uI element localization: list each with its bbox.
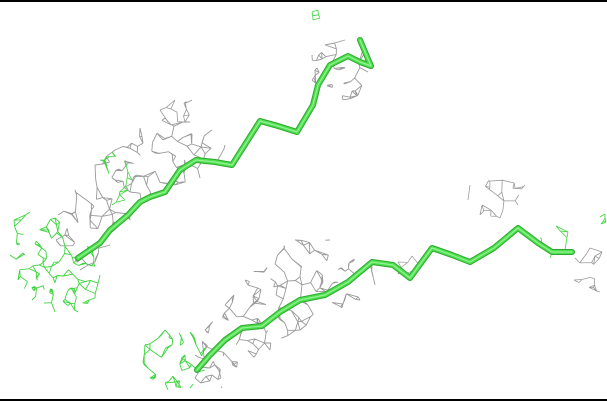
lower-green-blob-lines (142, 329, 206, 391)
upper-right-tip-mesh-lines (311, 39, 369, 101)
upper-chain-model-highlight (77, 39, 372, 259)
lower-chain-model-highlight (196, 227, 573, 371)
far-right-speck (599, 213, 607, 225)
left-green-blob (9, 211, 101, 313)
lower-chain-model (194, 225, 575, 373)
upper-left-top-mesh (159, 99, 193, 123)
upper-chain-model-bond (76, 38, 373, 260)
upper-left-tube-mesh-lines (55, 117, 226, 271)
upper-green-patch (99, 151, 133, 206)
far-right-speck-lines (599, 213, 607, 225)
top-frame-line (0, 0, 607, 2)
top-speck-lines (311, 9, 321, 21)
far-right-mesh-lines (573, 247, 603, 293)
lower-green-blob (142, 329, 206, 391)
upper-right-tip-mesh (311, 39, 369, 101)
top-speck (311, 9, 321, 21)
upper-chain-model (75, 37, 374, 261)
upper-left-tube-mesh (55, 117, 226, 271)
upper-left-top-mesh-lines (159, 99, 193, 123)
far-right-mesh (573, 247, 603, 293)
right-floating-mesh (467, 179, 526, 219)
difference-density-mesh (9, 9, 607, 391)
upper-green-patch-lines (99, 151, 133, 206)
bottom-frame-line (0, 399, 607, 401)
lower-tube-mesh-lines (194, 239, 376, 389)
left-green-blob-lines (9, 211, 101, 313)
electron-density-mesh (55, 39, 603, 389)
right-floating-mesh-lines (467, 179, 526, 219)
lower-tube-mesh (194, 239, 376, 389)
atomic-model-sticks (75, 37, 575, 373)
